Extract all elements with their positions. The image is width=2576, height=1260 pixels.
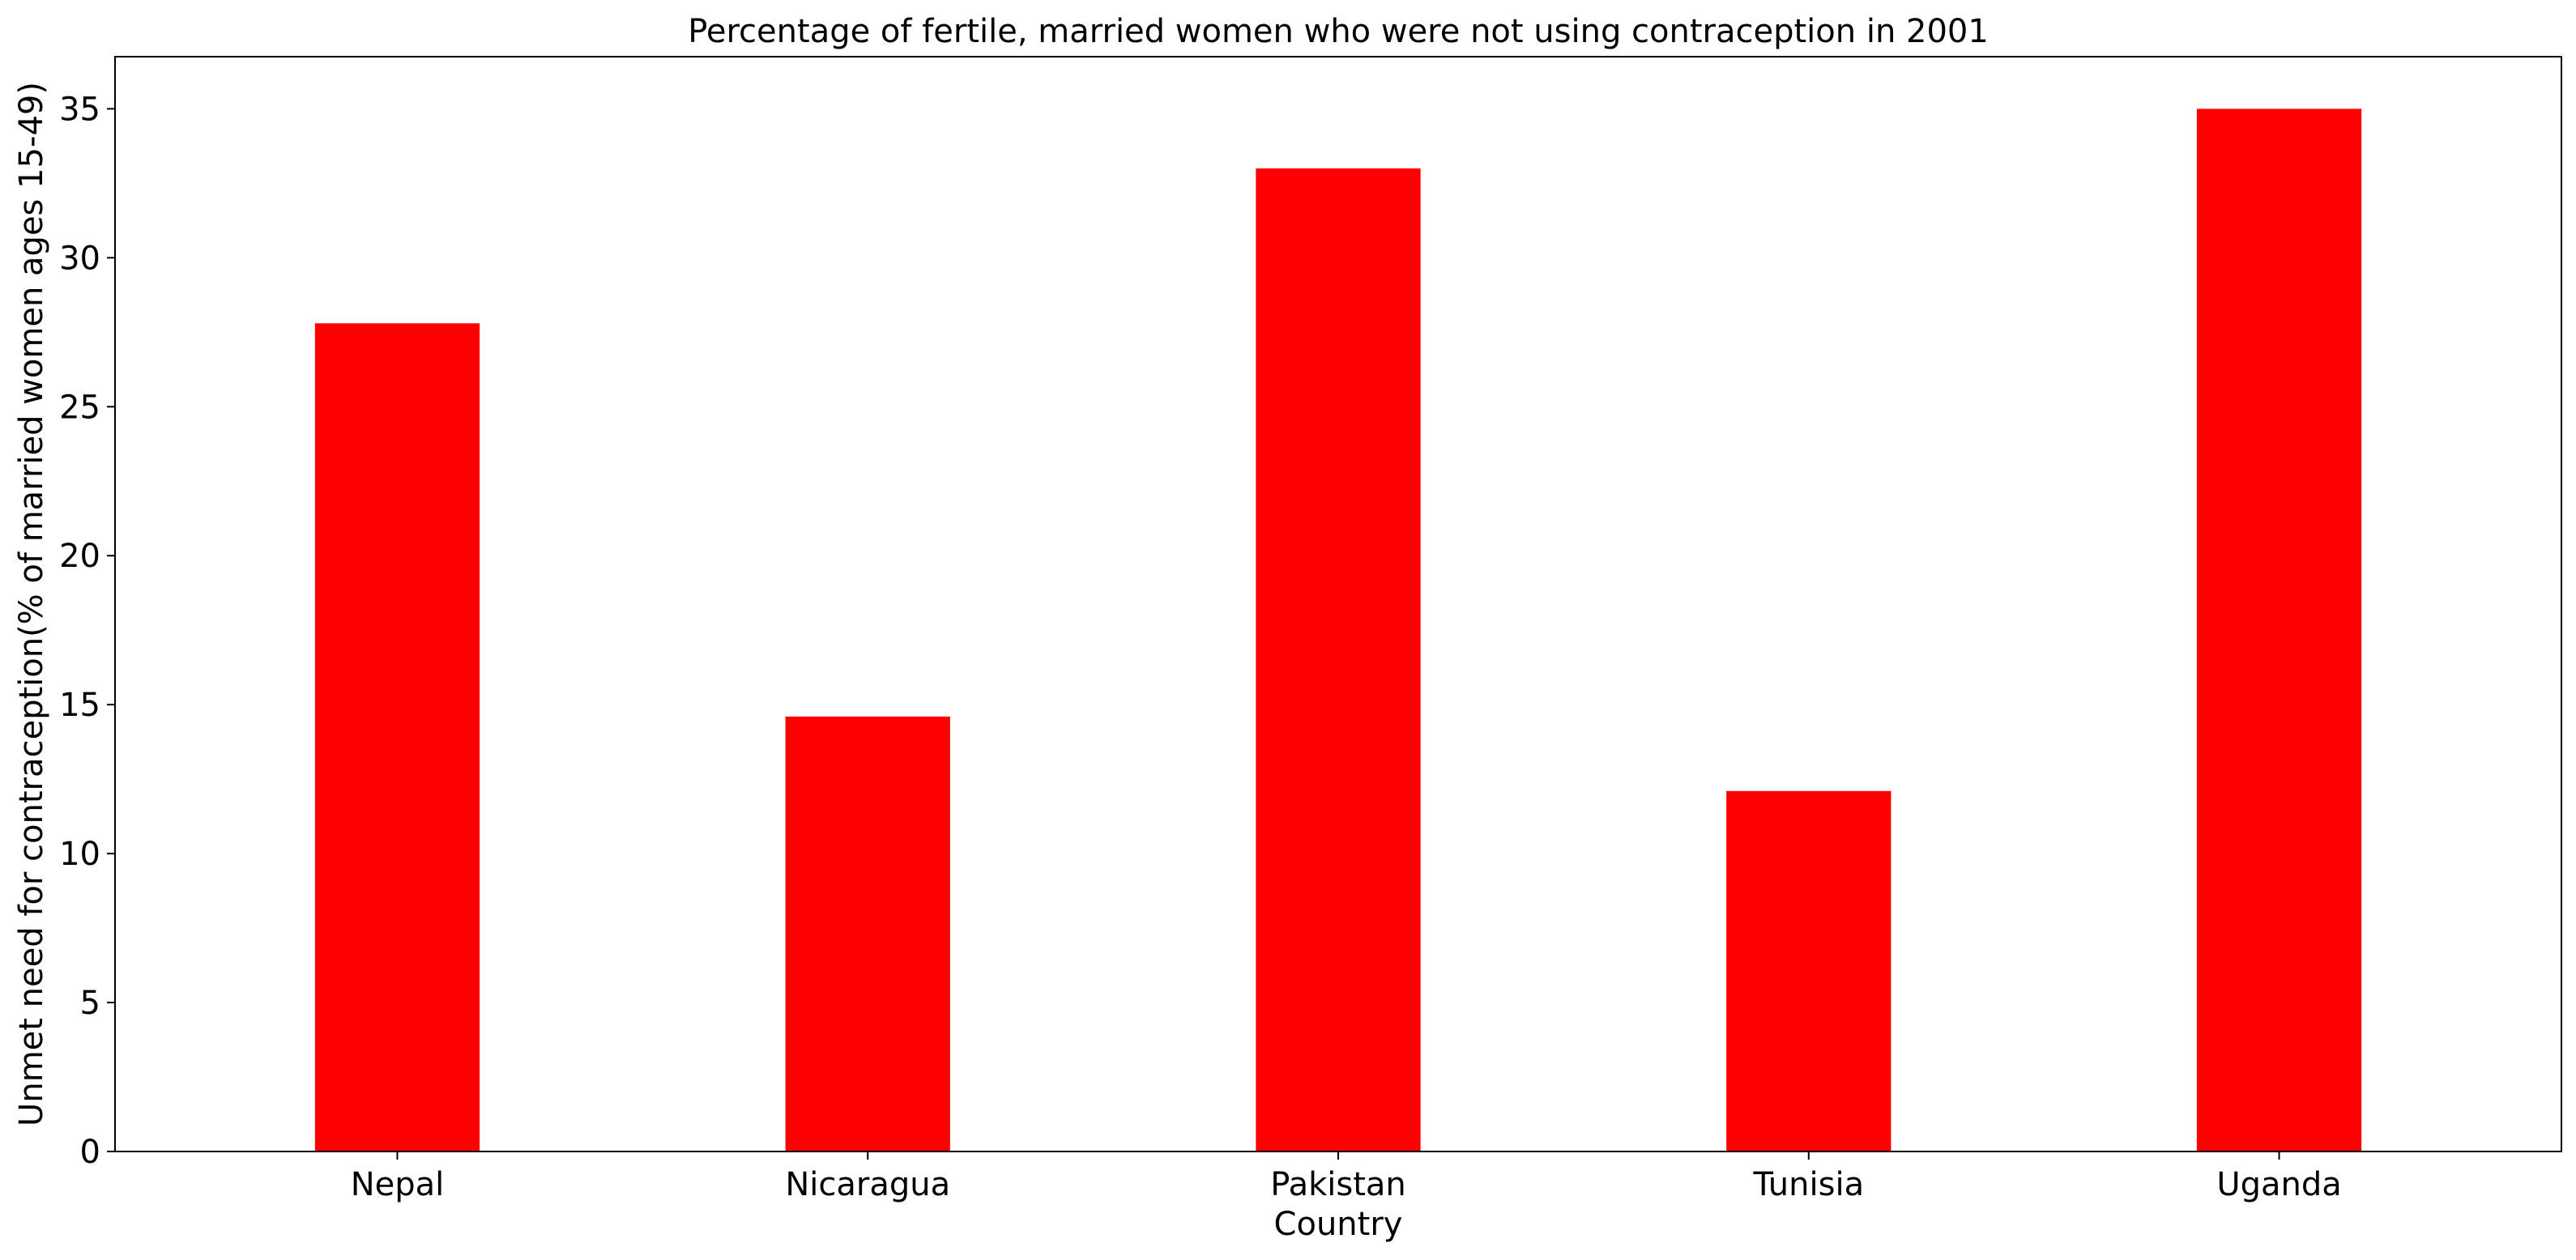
y-axis-ticks: 0 5 10 15 20 25 30 35 — [59, 91, 115, 1171]
x-tick-label: Pakistan — [1270, 1166, 1406, 1203]
y-tick-label: 0 — [80, 1134, 100, 1171]
y-tick-label: 5 — [80, 985, 100, 1022]
x-tick-label: Tunisia — [1752, 1166, 1864, 1203]
x-tick-label: Uganda — [2216, 1166, 2341, 1203]
y-tick-label: 15 — [59, 687, 100, 724]
x-tick-label: Nicaragua — [785, 1166, 950, 1203]
x-axis-label: Country — [1274, 1206, 1403, 1243]
y-tick-label: 20 — [59, 538, 100, 575]
y-tick-label: 10 — [59, 836, 100, 873]
x-axis-ticks: Nepal Nicaragua Pakistan Tunisia Uganda — [351, 1151, 2342, 1203]
y-tick-label: 25 — [59, 389, 100, 426]
chart-title: Percentage of fertile, married women who… — [688, 13, 1989, 50]
y-tick-label: 35 — [59, 91, 100, 128]
bar-uganda — [2196, 109, 2362, 1151]
y-axis-label: Unmet need for contraception(% of marrie… — [13, 82, 50, 1126]
bar-nicaragua — [785, 716, 950, 1151]
bars-group — [314, 109, 2362, 1152]
x-tick-label: Nepal — [351, 1166, 445, 1203]
bar-nepal — [314, 323, 480, 1151]
bar-tunisia — [1726, 790, 1891, 1151]
y-tick-label: 30 — [59, 240, 100, 277]
bar-pakistan — [1256, 168, 1421, 1152]
